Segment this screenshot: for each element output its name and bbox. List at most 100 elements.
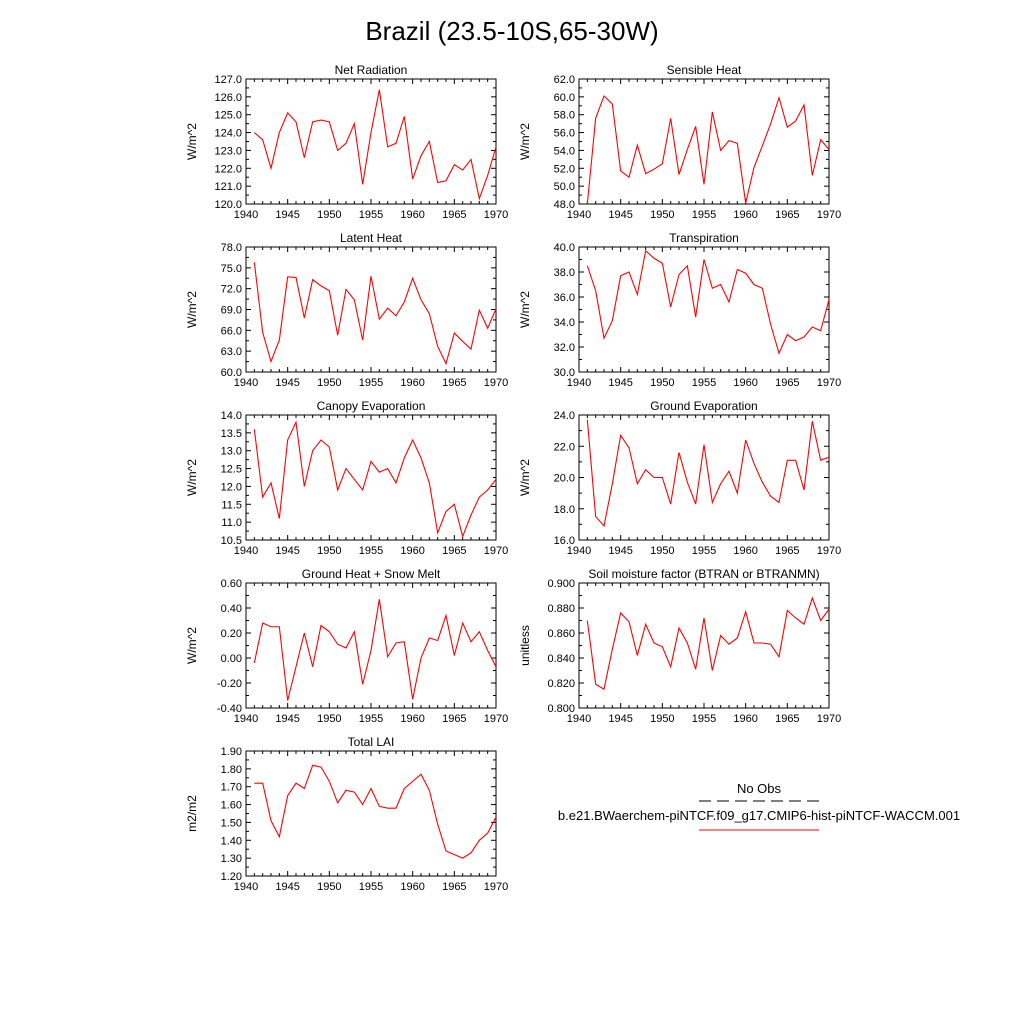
x-tick-label: 1960 <box>733 377 757 389</box>
series-line-1 <box>254 764 497 859</box>
y-tick-label: -0.40 <box>217 703 242 715</box>
x-tick-label: 1945 <box>608 545 632 557</box>
series-line-1 <box>586 419 830 528</box>
y-tick-label: 50.0 <box>554 181 575 193</box>
y-tick-label: 0.820 <box>547 678 575 690</box>
y-tick-label: 124.0 <box>214 128 242 140</box>
y-tick-label: 66.0 <box>221 325 242 337</box>
chart-panel-2: Sensible Heat 1940 1945 1950 1955 1960 1965 197… <box>518 63 841 221</box>
y-tick-label: 122.0 <box>214 163 242 175</box>
y-tick-label: 0.840 <box>547 653 575 665</box>
chart-panel-8: Soil moisture factor (BTRAN or BTRANMN) 1… <box>518 567 841 725</box>
legend: No Obs b.e21.BWaerchem-piNTCF.f09_g17.CM… <box>558 781 960 831</box>
x-tick-label: 1960 <box>733 713 757 725</box>
y-tick-label: 72.0 <box>221 284 242 296</box>
x-tick-label: 1960 <box>400 881 424 893</box>
x-tick-label: 1960 <box>733 209 757 221</box>
y-tick-label: 10.5 <box>221 535 242 547</box>
x-tick-label: 1960 <box>400 377 424 389</box>
y-tick-label: 62.0 <box>554 74 575 86</box>
x-tick-label: 1965 <box>775 713 799 725</box>
series-line-1 <box>586 94 830 205</box>
panels: Net Radiation 1940 1945 1950 1955 1960 1965 197… <box>185 63 841 893</box>
y-tick-label: 1.20 <box>221 871 242 883</box>
x-tick-label: 1970 <box>484 881 508 893</box>
y-tick-label: 78.0 <box>221 242 242 254</box>
series-line-1 <box>586 249 830 355</box>
y-tick-label: 16.0 <box>554 535 575 547</box>
y-axis-label: m2/m2 <box>185 795 199 832</box>
y-tick-label: 0.880 <box>547 603 575 615</box>
y-axis-label: W/m^2 <box>185 459 199 496</box>
y-tick-label: 11.0 <box>221 517 242 529</box>
x-tick-label: 1940 <box>567 545 591 557</box>
x-tick-label: 1970 <box>817 209 841 221</box>
panel-title: Soil moisture factor (BTRAN or BTRANMN) <box>588 567 819 581</box>
y-tick-label: 60.0 <box>554 92 575 104</box>
x-tick-label: 1950 <box>317 377 341 389</box>
y-tick-label: 36.0 <box>554 292 575 304</box>
y-tick-label: 69.0 <box>221 305 242 317</box>
y-tick-label: 121.0 <box>214 181 242 193</box>
x-tick-label: 1940 <box>567 377 591 389</box>
x-tick-label: 1945 <box>608 713 632 725</box>
x-tick-label: 1945 <box>608 209 632 221</box>
x-tick-label: 1945 <box>608 377 632 389</box>
x-tick-label: 1945 <box>275 209 299 221</box>
x-tick-label: 1960 <box>400 713 424 725</box>
y-tick-label: 126.0 <box>214 92 242 104</box>
x-tick-label: 1955 <box>359 545 383 557</box>
x-tick-label: 1960 <box>400 209 424 221</box>
x-tick-label: 1955 <box>359 377 383 389</box>
x-tick-label: 1965 <box>442 377 466 389</box>
x-tick-label: 1940 <box>567 713 591 725</box>
panel-title: Ground Evaporation <box>650 399 757 413</box>
chart-panel-7: Ground Heat + Snow Melt 1940 1945 1950 1955 1… <box>185 567 508 725</box>
legend-model-label: b.e21.BWaerchem-piNTCF.f09_g17.CMIP6-his… <box>558 808 960 823</box>
y-tick-label: 56.0 <box>554 128 575 140</box>
figure-title: Brazil (23.5-10S,65-30W) <box>365 16 658 46</box>
panel-title: Latent Heat <box>340 231 403 245</box>
y-tick-label: 34.0 <box>554 317 575 329</box>
x-tick-label: 1940 <box>234 881 258 893</box>
y-axis-label: unitless <box>518 625 532 666</box>
y-tick-label: -0.20 <box>217 678 242 690</box>
legend-obs-label: No Obs <box>737 781 782 796</box>
y-axis-label: W/m^2 <box>185 627 199 664</box>
y-tick-label: 18.0 <box>554 504 575 516</box>
y-tick-label: 11.5 <box>221 499 242 511</box>
x-tick-label: 1970 <box>484 209 508 221</box>
y-tick-label: 0.800 <box>547 703 575 715</box>
chart-panel-9: Total LAI 1940 1945 1950 1955 1960 1965 1970 1.2… <box>185 735 508 893</box>
y-tick-label: 120.0 <box>214 199 242 211</box>
panel-title: Sensible Heat <box>667 63 742 77</box>
x-tick-label: 1955 <box>692 713 716 725</box>
x-tick-label: 1940 <box>234 209 258 221</box>
x-tick-label: 1955 <box>359 881 383 893</box>
y-tick-label: 0.60 <box>221 578 242 590</box>
x-tick-label: 1950 <box>317 881 341 893</box>
x-tick-label: 1950 <box>650 209 674 221</box>
y-tick-label: 32.0 <box>554 342 575 354</box>
x-tick-label: 1950 <box>317 713 341 725</box>
x-tick-label: 1960 <box>400 545 424 557</box>
y-tick-label: 1.80 <box>221 764 242 776</box>
y-tick-label: 12.5 <box>221 464 242 476</box>
y-tick-label: 1.70 <box>221 782 242 794</box>
x-tick-label: 1970 <box>817 545 841 557</box>
chart-panel-6: Ground Evaporation 1940 1945 1950 1955 1960 19… <box>518 399 841 557</box>
panel-title: Canopy Evaporation <box>317 399 426 413</box>
y-tick-label: 1.40 <box>221 835 242 847</box>
x-tick-label: 1970 <box>817 377 841 389</box>
y-axis-label: W/m^2 <box>185 291 199 328</box>
series-line-1 <box>253 599 497 701</box>
y-tick-label: 20.0 <box>554 473 575 485</box>
x-tick-label: 1965 <box>442 209 466 221</box>
y-tick-label: 22.0 <box>554 441 575 453</box>
y-tick-label: 12.0 <box>221 481 242 493</box>
y-tick-label: 75.0 <box>221 263 242 275</box>
x-tick-label: 1970 <box>484 713 508 725</box>
x-tick-label: 1965 <box>775 545 799 557</box>
y-tick-label: 24.0 <box>554 410 575 422</box>
